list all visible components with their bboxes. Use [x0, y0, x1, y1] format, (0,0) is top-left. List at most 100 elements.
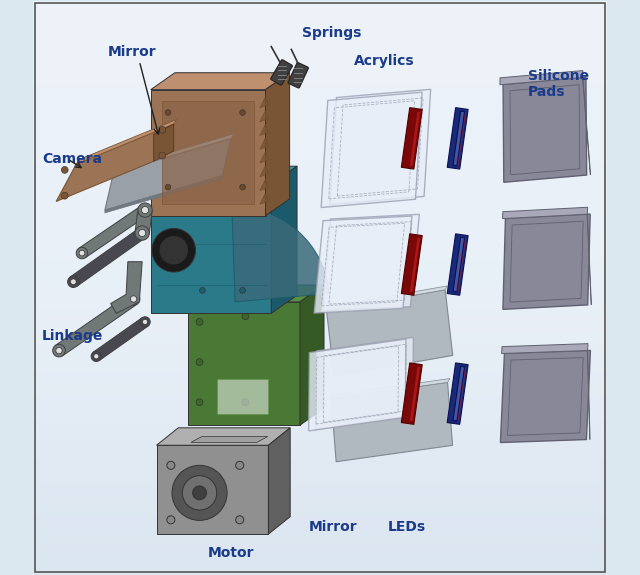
Polygon shape	[456, 370, 463, 418]
FancyBboxPatch shape	[288, 63, 308, 88]
Circle shape	[140, 317, 150, 327]
Polygon shape	[154, 124, 173, 162]
Polygon shape	[456, 367, 466, 421]
Polygon shape	[188, 285, 324, 302]
Polygon shape	[191, 436, 268, 442]
Circle shape	[196, 319, 203, 325]
Circle shape	[196, 359, 203, 366]
Circle shape	[79, 250, 85, 256]
Polygon shape	[105, 175, 223, 213]
Circle shape	[193, 486, 207, 500]
Circle shape	[93, 354, 99, 359]
Polygon shape	[268, 428, 290, 534]
Polygon shape	[587, 214, 591, 305]
Circle shape	[196, 399, 203, 406]
Polygon shape	[111, 262, 142, 313]
Circle shape	[236, 461, 244, 469]
Polygon shape	[157, 445, 268, 534]
Circle shape	[200, 190, 205, 196]
Polygon shape	[163, 101, 254, 204]
Polygon shape	[260, 179, 268, 190]
Circle shape	[236, 516, 244, 524]
Polygon shape	[266, 73, 289, 216]
Polygon shape	[447, 108, 468, 169]
Polygon shape	[217, 380, 268, 413]
Circle shape	[141, 206, 148, 214]
Polygon shape	[500, 350, 591, 443]
Circle shape	[136, 227, 148, 239]
Polygon shape	[500, 71, 583, 85]
Circle shape	[61, 167, 68, 173]
Circle shape	[142, 207, 148, 213]
Circle shape	[127, 293, 140, 305]
Polygon shape	[456, 240, 463, 289]
Polygon shape	[135, 209, 152, 234]
Polygon shape	[503, 77, 587, 182]
Polygon shape	[56, 294, 137, 356]
Polygon shape	[456, 112, 466, 166]
Circle shape	[240, 184, 245, 190]
Polygon shape	[260, 152, 268, 163]
Circle shape	[140, 204, 151, 216]
FancyBboxPatch shape	[271, 60, 292, 85]
Polygon shape	[314, 216, 412, 313]
Circle shape	[240, 190, 245, 196]
Polygon shape	[151, 166, 297, 184]
Polygon shape	[330, 89, 431, 205]
Polygon shape	[113, 134, 234, 172]
Polygon shape	[582, 78, 591, 175]
Polygon shape	[401, 108, 422, 169]
Circle shape	[70, 279, 76, 285]
Polygon shape	[502, 207, 588, 218]
Polygon shape	[260, 193, 268, 204]
Polygon shape	[453, 366, 465, 421]
Polygon shape	[588, 351, 590, 439]
Polygon shape	[93, 318, 148, 361]
Polygon shape	[410, 112, 420, 166]
Circle shape	[167, 516, 175, 524]
Polygon shape	[456, 114, 463, 163]
Circle shape	[159, 152, 166, 159]
Circle shape	[172, 465, 227, 520]
Text: Springs: Springs	[301, 26, 361, 40]
Polygon shape	[79, 205, 148, 258]
Text: Acrylics: Acrylics	[355, 54, 415, 68]
Circle shape	[140, 230, 145, 236]
Polygon shape	[260, 124, 268, 136]
Circle shape	[242, 399, 249, 406]
Polygon shape	[453, 237, 465, 292]
Polygon shape	[456, 238, 466, 292]
Polygon shape	[56, 124, 173, 201]
Polygon shape	[151, 73, 289, 90]
Circle shape	[61, 192, 68, 199]
Polygon shape	[316, 338, 413, 429]
Circle shape	[240, 288, 245, 293]
Polygon shape	[271, 166, 297, 313]
Polygon shape	[33, 1, 607, 574]
Circle shape	[138, 203, 152, 217]
Wedge shape	[232, 207, 330, 302]
Polygon shape	[503, 214, 590, 309]
Polygon shape	[326, 286, 447, 310]
Circle shape	[143, 319, 148, 324]
Polygon shape	[331, 382, 452, 462]
Polygon shape	[502, 344, 588, 354]
Polygon shape	[410, 367, 420, 421]
Circle shape	[242, 313, 249, 320]
Polygon shape	[151, 90, 266, 216]
Circle shape	[200, 288, 205, 293]
Circle shape	[135, 226, 149, 240]
Polygon shape	[321, 92, 422, 208]
Polygon shape	[331, 378, 450, 398]
Text: Motor: Motor	[208, 546, 255, 559]
Circle shape	[68, 276, 79, 288]
Polygon shape	[410, 238, 420, 292]
Polygon shape	[70, 228, 145, 286]
Polygon shape	[300, 285, 324, 425]
Polygon shape	[326, 290, 452, 376]
Circle shape	[152, 228, 196, 272]
Polygon shape	[260, 138, 268, 150]
Circle shape	[165, 184, 171, 190]
Circle shape	[160, 236, 188, 264]
Polygon shape	[453, 111, 465, 166]
